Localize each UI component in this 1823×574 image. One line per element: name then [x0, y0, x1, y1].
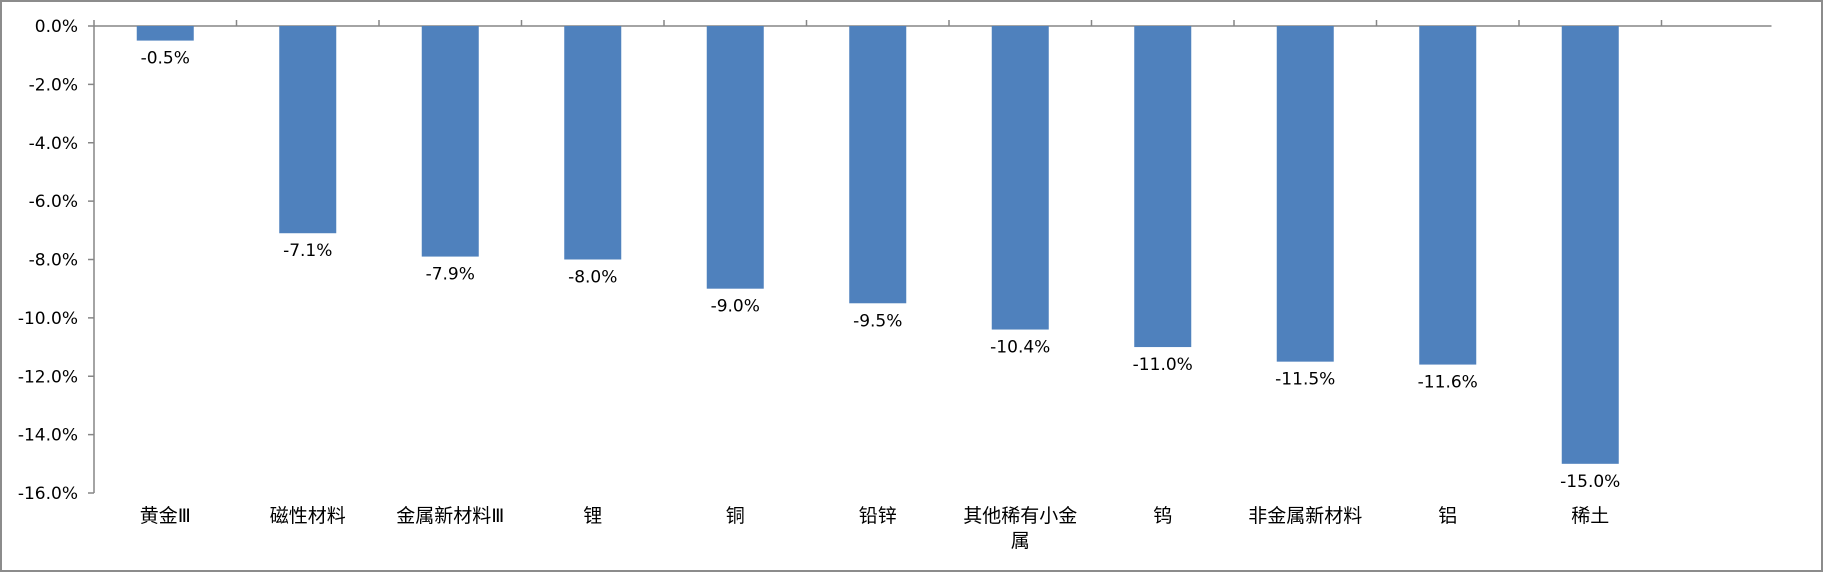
data-label: -11.6% — [1418, 373, 1478, 393]
category-label: 铅锌 — [859, 505, 897, 527]
category-label: 其他稀有小金属 — [963, 505, 1077, 552]
y-tick-label: -2.0% — [29, 75, 78, 95]
category-label: 铜 — [726, 505, 745, 527]
bar — [564, 26, 622, 260]
bar — [849, 26, 907, 304]
category-label: 锂 — [583, 505, 602, 527]
y-tick-label: 0.0% — [35, 17, 78, 37]
y-tick-label: -8.0% — [29, 251, 78, 271]
data-label: -9.0% — [711, 297, 760, 317]
data-label: -7.1% — [283, 241, 332, 261]
y-tick-label: -10.0% — [18, 309, 78, 329]
bar — [421, 26, 479, 257]
data-label: -10.4% — [990, 338, 1050, 358]
bar — [1276, 26, 1334, 362]
data-label: -11.0% — [1133, 355, 1193, 375]
bar — [1419, 26, 1477, 365]
data-label: -15.0% — [1560, 472, 1620, 492]
y-tick-label: -14.0% — [18, 426, 78, 446]
category-label: 钨 — [1153, 505, 1172, 527]
bar — [706, 26, 764, 289]
category-label: 铝 — [1438, 505, 1457, 527]
data-label: -11.5% — [1275, 370, 1335, 390]
data-label: -7.9% — [426, 265, 475, 285]
data-label: -8.0% — [568, 268, 617, 288]
data-label: -9.5% — [853, 311, 902, 331]
bar — [1134, 26, 1192, 348]
category-label: 金属新材料Ⅲ — [396, 505, 504, 527]
bar — [279, 26, 337, 234]
y-tick-label: -12.0% — [18, 367, 78, 387]
y-tick-label: -4.0% — [29, 134, 78, 154]
data-label: -0.5% — [141, 49, 190, 69]
category-label: 磁性材料 — [270, 505, 346, 527]
bar — [136, 26, 194, 41]
bar — [991, 26, 1049, 330]
bar — [1561, 26, 1619, 464]
y-tick-label: -6.0% — [29, 192, 78, 212]
category-label: 稀土 — [1571, 505, 1609, 527]
category-label: 非金属新材料 — [1248, 505, 1362, 527]
category-label: 黄金Ⅲ — [140, 505, 191, 527]
y-tick-label: -16.0% — [18, 484, 78, 504]
